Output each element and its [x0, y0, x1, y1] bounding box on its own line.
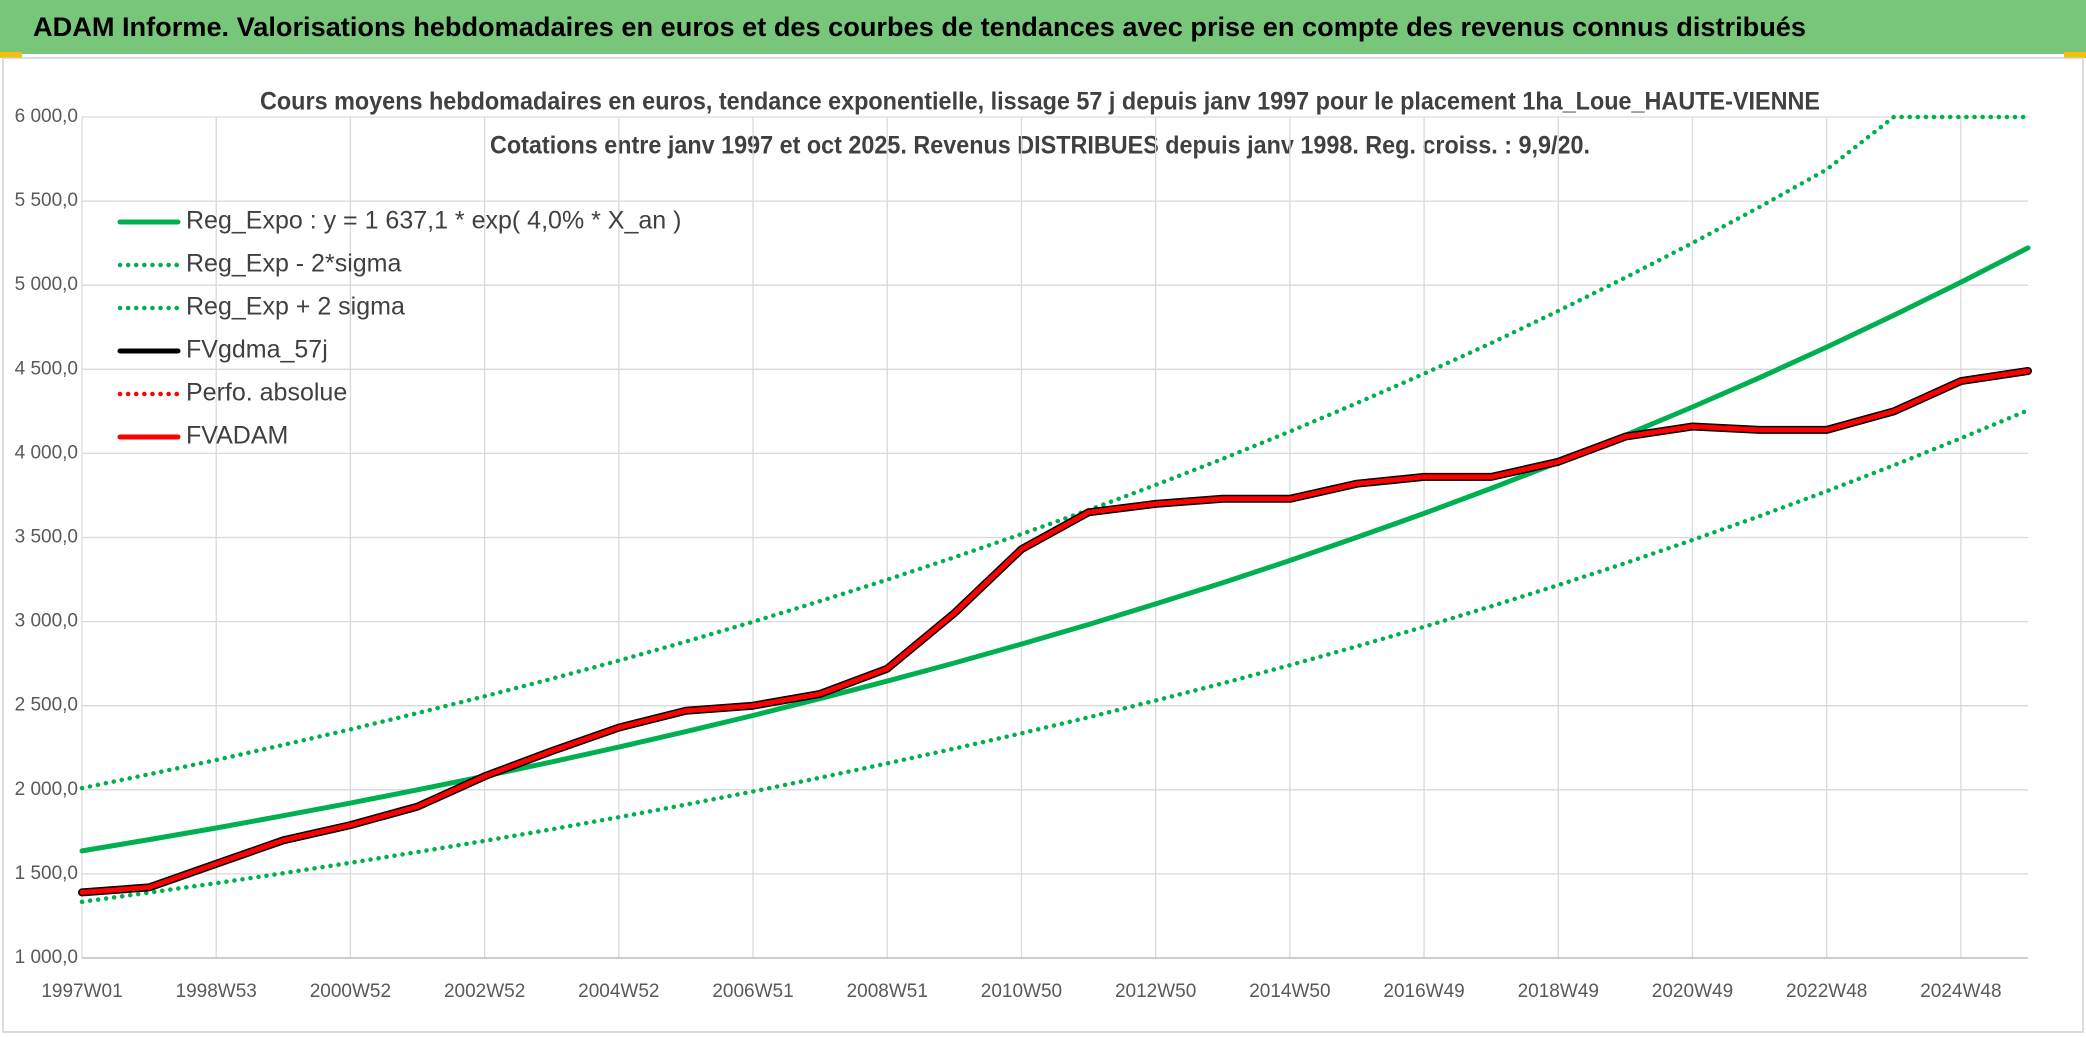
legend-label: Reg_Exp + 2 sigma: [186, 293, 405, 321]
x-tick-label: 2018W49: [1518, 981, 1599, 1002]
x-tick-label: 2010W50: [981, 981, 1062, 1002]
legend-label: FVADAM: [186, 422, 288, 450]
y-tick-label: 5 500,0: [15, 190, 78, 211]
corner-mark: [2064, 52, 2086, 58]
series-line: [79, 114, 2031, 791]
series-line: [79, 408, 2031, 905]
x-tick-label: 2020W49: [1652, 981, 1733, 1002]
corner-mark: [0, 52, 22, 58]
y-tick-label: 2 500,0: [15, 695, 78, 716]
x-tick-label: 2004W52: [578, 981, 659, 1002]
grid: 1 000,0 1 500,0 2 000,0 2 500,0 3 000,0 3 500…: [15, 106, 2028, 1002]
series-line: [79, 368, 2031, 895]
y-tick-label: 1 000,0: [15, 947, 78, 968]
x-tick-label: 2016W49: [1383, 981, 1464, 1002]
y-tick-label: 6 000,0: [15, 106, 78, 127]
y-tick-label: 5 000,0: [15, 274, 78, 295]
chart-frame: [2, 57, 2084, 1033]
y-tick-label: 4 500,0: [15, 358, 78, 379]
x-tick-label: 1998W53: [176, 981, 257, 1002]
y-tick-label: 3 000,0: [15, 611, 78, 632]
x-tick-label: 2014W50: [1249, 981, 1330, 1002]
chart-subtitle: Cotations entre janv 1997 et oct 2025. R…: [490, 132, 1590, 160]
x-tick-label: 1997W01: [41, 981, 122, 1002]
x-tick-label: 2022W48: [1786, 981, 1867, 1002]
x-tick-label: 2002W52: [444, 981, 525, 1002]
chart-subtitle: Cours moyens hebdomadaires en euros, ten…: [260, 88, 1820, 116]
legend-label: Perfo. absolue: [186, 379, 347, 407]
y-tick-label: 2 000,0: [15, 779, 78, 800]
legend-label: Reg_Exp - 2*sigma: [186, 250, 401, 278]
legend-label: Reg_Expo : y = 1 637,1 * exp( 4,0% * X_a…: [186, 207, 681, 235]
x-tick-label: 2000W52: [310, 981, 391, 1002]
legend-label: FVgdma_57j: [186, 336, 328, 364]
y-tick-label: 3 500,0: [15, 527, 78, 548]
plot-lines: [78, 114, 2032, 905]
y-tick-label: 4 000,0: [15, 442, 78, 463]
series-line: [79, 245, 2031, 854]
chart-title: ADAM Informe. Valorisations hebdomadaire…: [33, 12, 1806, 42]
x-tick-label: 2012W50: [1115, 981, 1196, 1002]
y-tick-label: 1 500,0: [15, 863, 78, 884]
legend: Reg_Expo : y = 1 637,1 * exp( 4,0% * X_a…: [117, 207, 681, 450]
x-tick-label: 2024W48: [1920, 981, 2001, 1002]
x-tick-label: 2006W51: [712, 981, 793, 1002]
title-banner: [0, 0, 2086, 54]
x-tick-label: 2008W51: [847, 981, 928, 1002]
